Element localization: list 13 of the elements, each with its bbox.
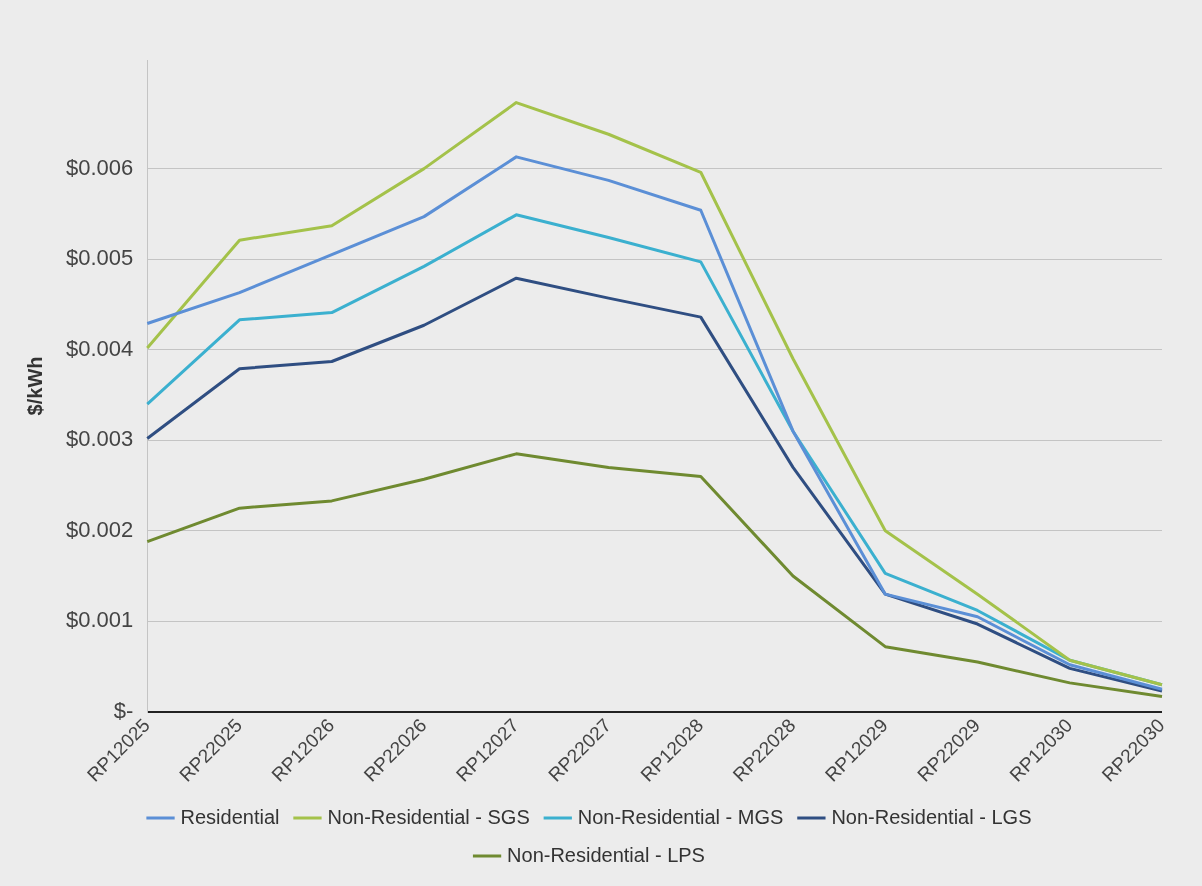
legend-label: Non-Residential - LGS (831, 805, 1032, 828)
legend-label: Non-Residential - LPS (507, 843, 705, 866)
y-axis-title: $/kWh (23, 356, 46, 416)
y-tick-label: $0.002 (65, 516, 134, 542)
y-tick-label: $0.003 (65, 426, 134, 452)
legend-label: Non-Residential - MGS (577, 805, 784, 828)
y-tick-label: $0.001 (65, 607, 134, 633)
y-tick-label: $- (113, 697, 134, 723)
y-tick-label: $0.006 (65, 154, 134, 180)
y-tick-label: $0.005 (65, 245, 134, 271)
legend-label: Residential (180, 805, 280, 828)
y-tick-label: $0.004 (65, 335, 134, 361)
legend-label: Non-Residential - SGS (327, 805, 530, 828)
